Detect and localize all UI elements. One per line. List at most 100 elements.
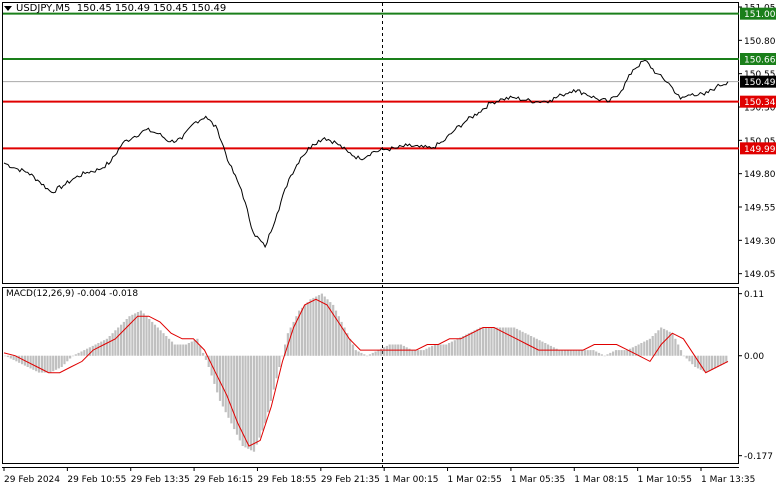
macd-histogram-bar xyxy=(708,355,711,372)
macd-histogram-bar xyxy=(371,352,374,356)
macd-histogram-bar xyxy=(199,345,202,356)
macd-histogram-bar xyxy=(173,344,176,356)
macd-histogram-bar xyxy=(408,348,411,356)
macd-histogram-bar xyxy=(357,351,360,356)
macd-histogram-bar xyxy=(436,344,439,356)
price-tick-label: 149.05 xyxy=(744,270,776,280)
macd-histogram-bar xyxy=(490,327,493,356)
macd-histogram-bar xyxy=(15,355,18,362)
price-tick-label: 150.80 xyxy=(744,37,776,47)
macd-histogram-bar xyxy=(351,344,355,356)
macd-histogram-bar xyxy=(337,316,340,356)
price-tick-label: 149.55 xyxy=(744,204,776,214)
macd-histogram-bar xyxy=(532,337,536,356)
macd-histogram-bar xyxy=(507,327,510,356)
macd-histogram-bar xyxy=(442,344,445,356)
macd-histogram-bar xyxy=(566,350,569,356)
macd-histogram-bar xyxy=(233,355,236,430)
price-series xyxy=(3,59,729,249)
macd-histogram-bar xyxy=(218,355,222,401)
macd-histogram-bar xyxy=(340,321,343,356)
macd-histogram-bar xyxy=(46,355,49,373)
macd-histogram-bar xyxy=(40,355,43,373)
macd-histogram-bar xyxy=(702,355,705,372)
macd-histogram-bar xyxy=(354,350,357,356)
dropdown-triangle-icon[interactable] xyxy=(4,5,12,11)
macd-histogram-bar xyxy=(128,316,131,356)
macd-histogram-bar xyxy=(479,327,482,356)
macd-histogram-bar xyxy=(258,355,261,438)
macd-histogram-bar xyxy=(674,338,677,356)
macd-histogram-bar xyxy=(482,327,485,356)
macd-series xyxy=(3,293,729,452)
macd-histogram-bar xyxy=(264,355,267,424)
macd-histogram-bar xyxy=(374,351,377,356)
macd-histogram-bar xyxy=(88,347,91,356)
macd-histogram-bar xyxy=(637,344,640,356)
macd-histogram-bar xyxy=(609,352,612,356)
macd-histogram-bar xyxy=(521,331,524,356)
macd-histogram-bar xyxy=(148,319,151,356)
macd-histogram-bar xyxy=(165,336,168,356)
macd-histogram-bar xyxy=(552,347,555,356)
macd-histogram-bar xyxy=(597,352,601,356)
macd-histogram-bar xyxy=(617,350,620,356)
macd-histogram-bar xyxy=(125,319,128,356)
macd-histogram-bar xyxy=(334,310,338,356)
macd-histogram-bar xyxy=(682,355,685,357)
macd-histogram-bar xyxy=(569,350,572,356)
macd-histogram-bar xyxy=(122,321,125,356)
time-tick-label: 1 Mar 08:15 xyxy=(574,475,628,485)
macd-histogram-bar xyxy=(643,341,646,356)
macd-histogram-bar xyxy=(654,333,657,356)
macd-panel-frame xyxy=(2,287,739,464)
price-levels xyxy=(3,12,739,150)
macd-histogram-bar xyxy=(182,344,185,356)
macd-histogram-bar xyxy=(555,348,558,356)
macd-histogram-bar xyxy=(586,350,589,356)
macd-histogram-bar xyxy=(518,330,521,356)
macd-histogram-bar xyxy=(57,355,60,369)
macd-histogram-bar xyxy=(515,328,519,356)
macd-histogram-bar xyxy=(535,338,538,356)
macd-histogram-bar xyxy=(623,350,626,356)
macd-histogram-bar xyxy=(465,334,468,356)
time-tick-label: 29 Feb 16:15 xyxy=(194,475,253,485)
macd-histogram-bar xyxy=(558,350,561,356)
macd-histogram-bar xyxy=(513,327,516,356)
macd-header: MACD(12,26,9) -0.004 -0.018 xyxy=(6,289,138,299)
macd-histogram-bar xyxy=(612,351,615,356)
macd-histogram-bar xyxy=(60,355,63,367)
macd-histogram-bar xyxy=(679,350,683,356)
price-level-tag xyxy=(740,7,776,20)
macd-histogram-bar xyxy=(80,351,83,356)
macd-histogram-bar xyxy=(685,355,688,359)
macd-histogram-bar xyxy=(83,350,86,356)
macd-histogram-bar xyxy=(456,338,459,356)
macd-histogram-bar xyxy=(267,355,270,413)
macd-histogram-bar xyxy=(185,344,188,356)
macd-histogram-bar xyxy=(524,333,527,356)
macd-histogram-bar xyxy=(580,350,584,356)
time-tick-label: 1 Mar 02:55 xyxy=(448,475,502,485)
price-tick-label: 150.05 xyxy=(744,137,776,147)
macd-histogram-bar xyxy=(168,338,171,356)
macd-histogram-bar xyxy=(100,341,103,356)
macd-histogram-bar xyxy=(629,348,632,356)
macd-histogram-bar xyxy=(309,299,312,356)
price-level-tag-label: 149.99 xyxy=(744,145,776,155)
macd-histogram-bar xyxy=(368,354,371,356)
macd-histogram-bar xyxy=(665,330,668,356)
macd-histogram-bar xyxy=(9,355,12,359)
macd-histogram-bar xyxy=(600,354,603,356)
price-tick-label: 149.80 xyxy=(744,170,776,180)
macd-histogram-bar xyxy=(405,347,408,356)
price-level-tag xyxy=(740,53,776,65)
macd-histogram-bar xyxy=(411,350,414,356)
macd-histogram-bar xyxy=(269,355,272,401)
macd-histogram-bar xyxy=(139,310,142,356)
macd-histogram-bar xyxy=(603,355,606,357)
macd-histogram-bar xyxy=(43,355,46,373)
macd-histogram-bar xyxy=(156,327,159,356)
